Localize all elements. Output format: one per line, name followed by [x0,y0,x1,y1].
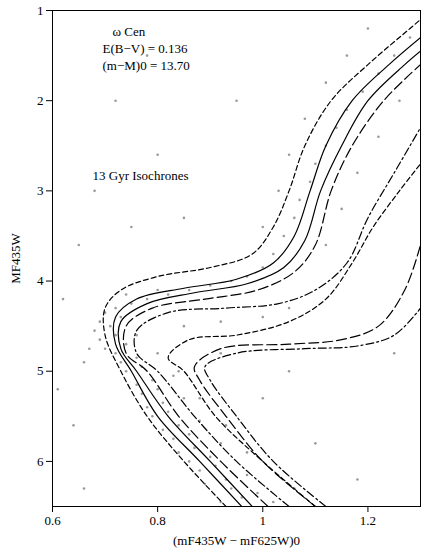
svg-text:1: 1 [260,513,267,528]
svg-text:13 Gyr Isochrones: 13 Gyr Isochrones [93,168,189,183]
svg-text:0.8: 0.8 [150,513,166,528]
svg-text:1: 1 [37,3,44,18]
svg-text:1.2: 1.2 [360,513,376,528]
svg-text:(mF435W − mF625W)0: (mF435W − mF625W)0 [173,533,300,548]
svg-text:0.6: 0.6 [44,513,61,528]
svg-text:E(B−V) = 0.136: E(B−V) = 0.136 [103,41,189,56]
svg-text:5: 5 [37,363,44,378]
svg-text:(m−M)0 = 13.70: (m−M)0 = 13.70 [103,58,190,73]
svg-text:2: 2 [37,93,44,108]
svg-text:6: 6 [37,454,44,469]
svg-text:3: 3 [37,183,44,198]
svg-text:MF435W: MF435W [8,232,23,283]
svg-text:4: 4 [37,273,44,288]
svg-text:ω Cen: ω Cen [113,24,146,39]
